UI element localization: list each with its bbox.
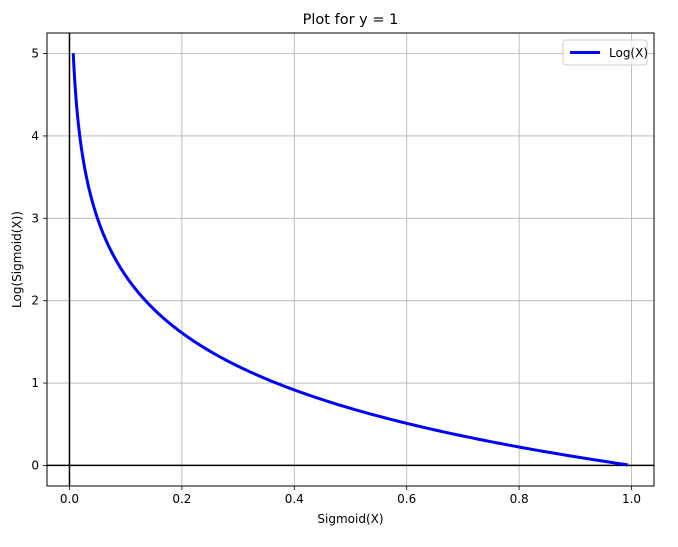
y-tick-label: 5 [31,47,39,61]
chart-title: Plot for y = 1 [303,12,399,28]
y-tick-label: 0 [31,458,39,472]
y-tick-label: 1 [31,376,39,390]
x-tick-label: 0.8 [510,492,529,506]
y-ticks: 0 1 2 3 4 5 [31,47,47,472]
x-tick-label: 0.2 [172,492,191,506]
x-tick-label: 0.4 [285,492,304,506]
reference-lines [47,33,654,486]
grid [47,33,654,486]
y-tick-label: 4 [31,129,39,143]
y-tick-label: 3 [31,211,39,225]
legend-entry-log-x: Log(X) [609,46,648,60]
x-tick-label: 0.6 [397,492,416,506]
series-line-log-x [71,52,628,467]
x-axis-label: Sigmoid(X) [317,512,383,526]
legend: Log(X) [562,39,648,66]
y-tick-label: 2 [31,294,39,308]
y-axis-label: Log(Sigmoid(X)) [10,211,24,308]
legend-box [562,39,648,66]
series-layer [71,52,628,467]
x-ticks: 0.0 0.2 0.4 0.6 0.8 1.0 [60,486,641,506]
x-tick-label: 0.0 [60,492,79,506]
plot-frame [46,32,655,487]
x-tick-label: 1.0 [622,492,641,506]
